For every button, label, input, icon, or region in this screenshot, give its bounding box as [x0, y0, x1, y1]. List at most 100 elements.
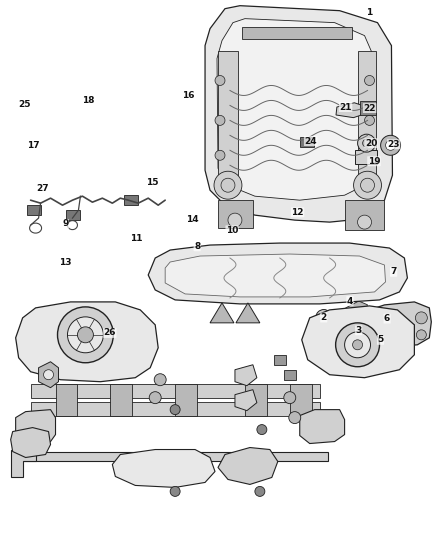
Text: 5: 5	[378, 335, 384, 344]
Circle shape	[43, 370, 53, 379]
Bar	[218, 51, 238, 190]
Text: 20: 20	[365, 139, 377, 148]
Circle shape	[385, 140, 396, 150]
Bar	[345, 200, 385, 230]
Circle shape	[228, 213, 242, 227]
Text: 26: 26	[104, 328, 116, 337]
Polygon shape	[165, 254, 385, 297]
Text: 14: 14	[187, 215, 199, 224]
Polygon shape	[11, 427, 50, 457]
Text: 12: 12	[291, 208, 304, 217]
Text: 15: 15	[146, 178, 159, 187]
Circle shape	[289, 411, 301, 424]
Text: 18: 18	[82, 96, 94, 105]
Circle shape	[364, 76, 374, 85]
Polygon shape	[346, 301, 367, 316]
Circle shape	[353, 340, 363, 350]
Text: 23: 23	[387, 140, 400, 149]
Polygon shape	[112, 449, 215, 487]
Circle shape	[364, 116, 374, 125]
Circle shape	[255, 487, 265, 496]
Circle shape	[373, 326, 381, 334]
Circle shape	[385, 315, 404, 335]
Circle shape	[221, 178, 235, 192]
Circle shape	[215, 76, 225, 85]
Bar	[27, 205, 41, 215]
Text: 24: 24	[304, 136, 317, 146]
Text: 7: 7	[390, 268, 397, 276]
Text: 27: 27	[36, 184, 49, 193]
Polygon shape	[148, 243, 407, 304]
Polygon shape	[361, 302, 431, 347]
Circle shape	[170, 405, 180, 415]
Polygon shape	[300, 410, 345, 443]
Circle shape	[368, 321, 386, 340]
Polygon shape	[235, 365, 257, 386]
Circle shape	[364, 150, 374, 160]
Text: 19: 19	[367, 157, 380, 166]
Text: 8: 8	[194, 242, 200, 251]
Polygon shape	[236, 303, 260, 323]
Text: 1: 1	[367, 8, 373, 17]
Bar	[300, 136, 314, 147]
Bar	[124, 195, 138, 205]
Bar	[357, 51, 375, 190]
Text: 16: 16	[182, 91, 194, 100]
Polygon shape	[205, 6, 392, 222]
Text: 11: 11	[130, 235, 142, 244]
Text: 17: 17	[27, 141, 40, 150]
Bar	[56, 384, 78, 416]
Circle shape	[360, 178, 374, 192]
Text: 22: 22	[364, 103, 376, 112]
Circle shape	[170, 487, 180, 496]
Circle shape	[417, 330, 426, 340]
Polygon shape	[210, 303, 234, 323]
Bar	[355, 150, 377, 164]
Polygon shape	[235, 390, 257, 410]
Polygon shape	[336, 103, 364, 118]
Text: 25: 25	[18, 100, 31, 109]
Bar	[360, 101, 375, 115]
Bar	[31, 402, 320, 416]
Bar	[218, 200, 253, 228]
Text: 3: 3	[356, 326, 362, 335]
Polygon shape	[11, 449, 35, 478]
Circle shape	[284, 392, 296, 403]
Circle shape	[257, 425, 267, 434]
Circle shape	[149, 392, 161, 403]
Circle shape	[415, 312, 427, 324]
Polygon shape	[16, 410, 56, 443]
Circle shape	[215, 116, 225, 125]
Circle shape	[215, 150, 225, 160]
Circle shape	[336, 323, 379, 367]
Circle shape	[353, 171, 381, 199]
Circle shape	[57, 307, 113, 363]
Bar	[290, 384, 312, 416]
Text: 13: 13	[59, 259, 71, 267]
Bar	[242, 27, 352, 38]
Circle shape	[316, 310, 332, 326]
Text: 21: 21	[339, 102, 352, 111]
Text: 9: 9	[62, 220, 68, 229]
Polygon shape	[39, 362, 59, 387]
Circle shape	[363, 139, 371, 147]
Polygon shape	[16, 302, 158, 382]
Circle shape	[357, 134, 375, 152]
Circle shape	[320, 313, 328, 321]
Bar	[245, 384, 267, 416]
Circle shape	[67, 317, 103, 353]
Bar	[175, 384, 197, 416]
Circle shape	[214, 171, 242, 199]
Polygon shape	[217, 19, 374, 200]
Bar	[31, 384, 320, 398]
Bar	[110, 384, 132, 416]
Bar	[19, 451, 328, 462]
Bar	[284, 370, 296, 379]
Circle shape	[154, 374, 166, 386]
Bar	[274, 355, 286, 365]
Circle shape	[377, 309, 391, 322]
Circle shape	[345, 332, 371, 358]
Polygon shape	[218, 448, 278, 484]
Circle shape	[381, 135, 401, 155]
FancyArrow shape	[353, 316, 360, 334]
